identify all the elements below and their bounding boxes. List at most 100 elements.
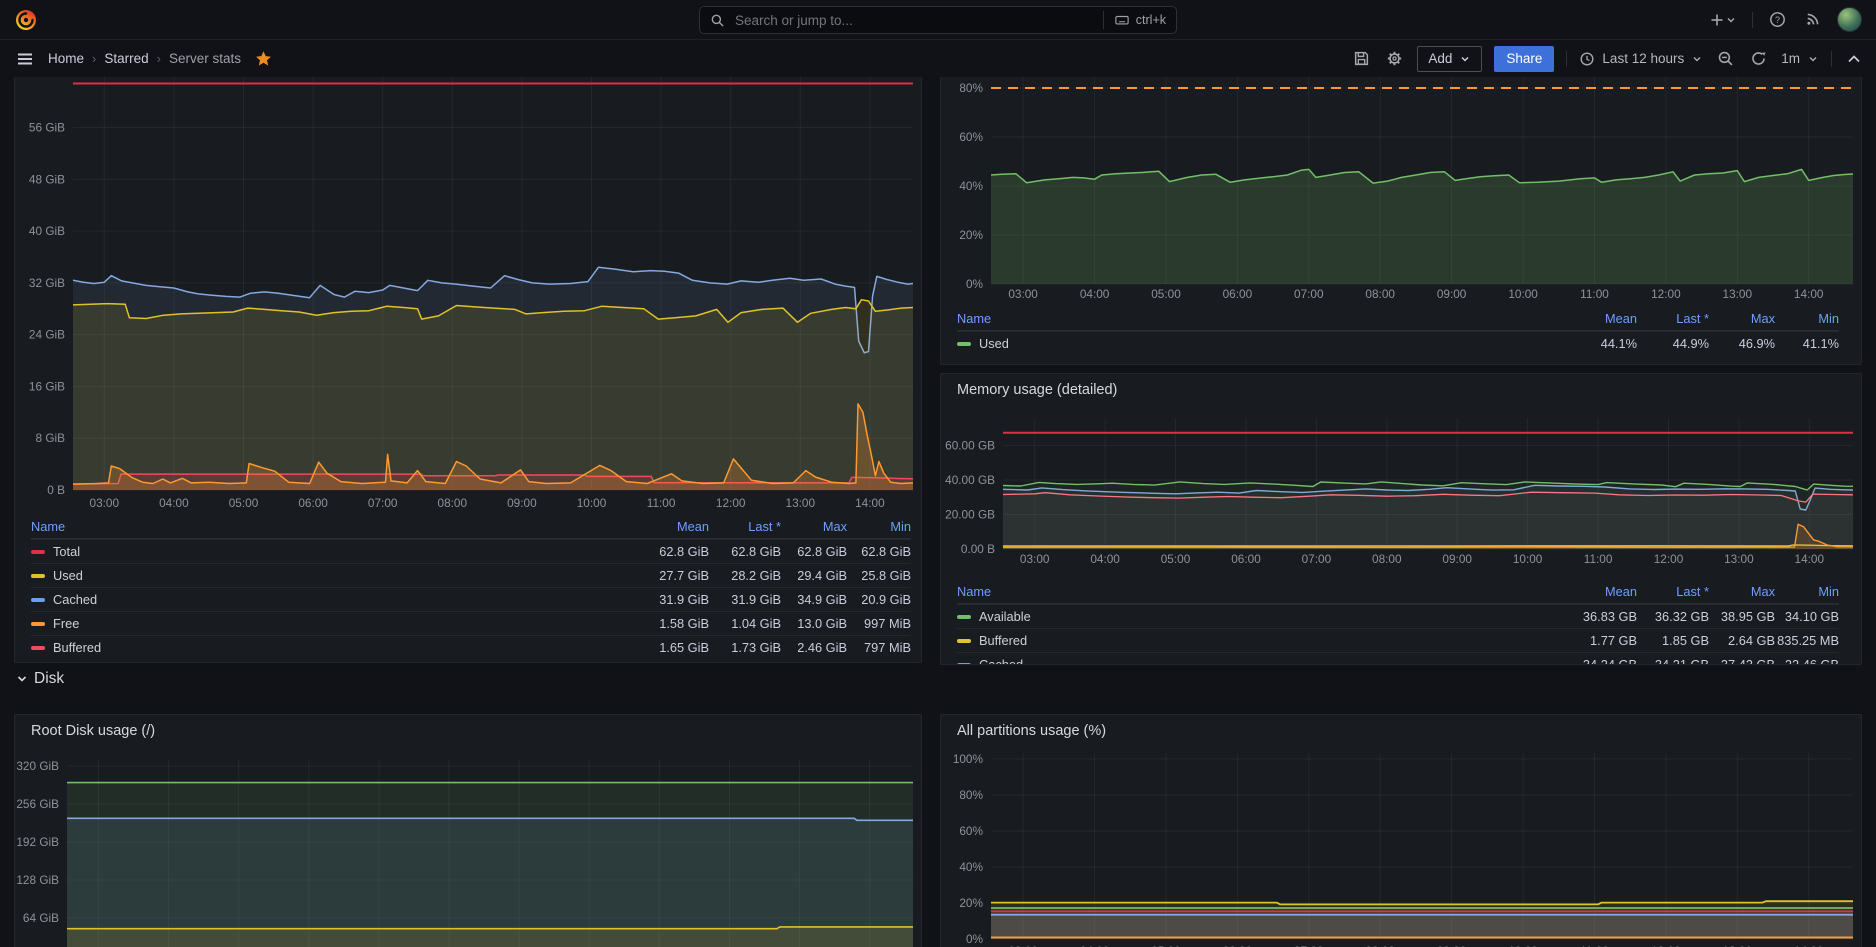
legend-header-max[interactable]: Max bbox=[822, 519, 847, 534]
legend-header-mean[interactable]: Mean bbox=[1604, 584, 1637, 599]
add-new-button[interactable] bbox=[1708, 10, 1738, 30]
legend-header-name[interactable]: Name bbox=[31, 519, 66, 534]
search-bar[interactable]: ctrl+k bbox=[699, 6, 1177, 34]
memory-usage-detailed-chart[interactable]: 0.00 B 20.00 GB 40.00 GB 60.00 GB 03:00 04:00… bbox=[941, 374, 1862, 570]
memory-usage-percent-chart[interactable]: 0% 20% 40% 60% 80% 03:00 04:00 05:00 06:00 07:00 0… bbox=[941, 77, 1862, 305]
series-name[interactable]: Cached bbox=[979, 657, 1024, 665]
svg-text:60%: 60% bbox=[959, 824, 983, 838]
series-color-chip bbox=[31, 573, 45, 578]
svg-text:12:00: 12:00 bbox=[1651, 287, 1681, 301]
stat-last: 1.85 GB bbox=[1662, 633, 1709, 648]
stat-mean: 1.65 GiB bbox=[659, 640, 709, 655]
panel-title[interactable]: Memory usage (detailed) bbox=[957, 382, 1118, 398]
stat-min: 22.46 GB bbox=[1784, 657, 1839, 665]
refresh-interval-picker[interactable]: 1m bbox=[1781, 51, 1819, 66]
svg-text:05:00: 05:00 bbox=[1151, 287, 1181, 301]
clock-icon bbox=[1580, 51, 1594, 66]
legend-header-name[interactable]: Name bbox=[957, 311, 992, 326]
svg-text:?: ? bbox=[1775, 15, 1780, 25]
chevron-down-icon bbox=[17, 676, 27, 682]
legend-row-available: Available 36.83 GB 36.32 GB 38.95 GB 34.… bbox=[957, 604, 1839, 628]
dashboard-toolbar: Home › Starred › Server stats bbox=[0, 40, 1876, 77]
save-dashboard-button[interactable] bbox=[1351, 48, 1372, 69]
stat-last: 1.73 GiB bbox=[731, 640, 781, 655]
keyboard-icon bbox=[1115, 15, 1129, 25]
panel-title[interactable]: Root Disk usage (/) bbox=[31, 723, 156, 739]
series-color-chip bbox=[957, 341, 971, 346]
svg-text:128 GiB: 128 GiB bbox=[16, 873, 59, 887]
series-name[interactable]: Available bbox=[979, 609, 1031, 624]
svg-text:04:00: 04:00 bbox=[1080, 944, 1110, 947]
chevron-down-icon bbox=[1809, 56, 1817, 62]
search-icon bbox=[711, 14, 724, 27]
share-button[interactable]: Share bbox=[1494, 45, 1555, 72]
svg-text:03:00: 03:00 bbox=[1008, 944, 1038, 947]
refresh-button[interactable] bbox=[1748, 48, 1769, 69]
series-color-chip bbox=[957, 614, 971, 619]
svg-text:60.00 GB: 60.00 GB bbox=[945, 438, 995, 452]
series-name[interactable]: Total bbox=[53, 544, 81, 559]
svg-text:03:00: 03:00 bbox=[90, 496, 120, 510]
panel-title[interactable]: All partitions usage (%) bbox=[957, 723, 1107, 739]
breadcrumb-starred[interactable]: Starred bbox=[104, 51, 149, 66]
legend-header-mean[interactable]: Mean bbox=[1604, 311, 1637, 326]
svg-text:24 GiB: 24 GiB bbox=[29, 328, 65, 342]
time-range-picker[interactable]: Last 12 hours bbox=[1579, 51, 1703, 67]
svg-text:14:00: 14:00 bbox=[1794, 944, 1824, 947]
grafana-logo[interactable] bbox=[14, 8, 54, 32]
legend-header-min[interactable]: Min bbox=[1818, 311, 1839, 326]
legend-header-min[interactable]: Min bbox=[1818, 584, 1839, 599]
add-panel-button[interactable]: Add bbox=[1417, 45, 1483, 72]
memory-usage-detailed-panel: Memory usage (detailed) 0.00 B 20.00 GB 40… bbox=[940, 373, 1862, 665]
svg-text:05:00: 05:00 bbox=[1161, 552, 1191, 566]
series-name[interactable]: Cached bbox=[53, 592, 98, 607]
stat-last: 28.2 GiB bbox=[731, 568, 781, 583]
search-shortcut: ctrl+k bbox=[1102, 11, 1166, 29]
collapse-toolbar-button[interactable] bbox=[1844, 50, 1864, 68]
chevron-up-icon bbox=[1848, 54, 1860, 62]
legend-header-last[interactable]: Last * bbox=[748, 519, 781, 534]
svg-text:12:00: 12:00 bbox=[716, 496, 746, 510]
series-color-chip bbox=[31, 621, 45, 626]
all-partitions-usage-chart[interactable]: 0% 20% 40% 60% 80% 100% 03:00 04:00 05:00 06:00 07… bbox=[941, 715, 1862, 947]
stat-mean: 27.7 GiB bbox=[659, 568, 709, 583]
favorite-star-icon[interactable] bbox=[255, 50, 272, 67]
breadcrumb: Home › Starred › Server stats bbox=[48, 50, 272, 67]
legend-row-free: Free 1.58 GiB 1.04 GiB 13.0 GiB 997 MiB bbox=[31, 611, 911, 635]
legend-row-cached: Cached 31.9 GiB 31.9 GiB 34.9 GiB 20.9 G… bbox=[31, 587, 911, 611]
memory-usage-chart[interactable]: 0 B 8 GiB 16 GiB 24 GiB 32 GiB 40 GiB 48 GiB 56… bbox=[15, 77, 922, 515]
legend-header-max[interactable]: Max bbox=[1750, 311, 1775, 326]
svg-text:56 GiB: 56 GiB bbox=[29, 121, 65, 135]
series-name[interactable]: Used bbox=[979, 336, 1009, 351]
legend-header-min[interactable]: Min bbox=[890, 519, 911, 534]
stat-max: 2.64 GB bbox=[1728, 633, 1775, 648]
legend-header-last[interactable]: Last * bbox=[1676, 311, 1709, 326]
svg-text:07:00: 07:00 bbox=[1294, 944, 1324, 947]
legend-header-mean[interactable]: Mean bbox=[676, 519, 709, 534]
toolbar-divider bbox=[1831, 50, 1832, 67]
stat-mean: 36.83 GB bbox=[1582, 609, 1637, 624]
dashboard-settings-button[interactable] bbox=[1384, 48, 1405, 69]
search-input[interactable] bbox=[733, 11, 1095, 29]
news-button[interactable] bbox=[1802, 9, 1823, 30]
svg-text:07:00: 07:00 bbox=[1294, 287, 1324, 301]
legend-header-name[interactable]: Name bbox=[957, 584, 992, 599]
zoom-out-time-button[interactable] bbox=[1715, 48, 1736, 69]
series-color-chip bbox=[957, 638, 971, 643]
series-name[interactable]: Buffered bbox=[53, 640, 102, 655]
legend-header-last[interactable]: Last * bbox=[1676, 584, 1709, 599]
series-name[interactable]: Used bbox=[53, 568, 83, 583]
share-button-label: Share bbox=[1506, 51, 1543, 66]
series-name[interactable]: Buffered bbox=[979, 633, 1028, 648]
svg-text:13:00: 13:00 bbox=[786, 496, 816, 510]
user-avatar[interactable] bbox=[1837, 7, 1862, 32]
menu-toggle-button[interactable] bbox=[14, 48, 36, 70]
disk-section-header[interactable]: Disk bbox=[16, 670, 64, 688]
svg-text:12:00: 12:00 bbox=[1651, 944, 1681, 947]
breadcrumb-home[interactable]: Home bbox=[48, 51, 85, 66]
help-button[interactable]: ? bbox=[1767, 9, 1788, 30]
legend-header-max[interactable]: Max bbox=[1750, 584, 1775, 599]
series-name[interactable]: Free bbox=[53, 616, 80, 631]
